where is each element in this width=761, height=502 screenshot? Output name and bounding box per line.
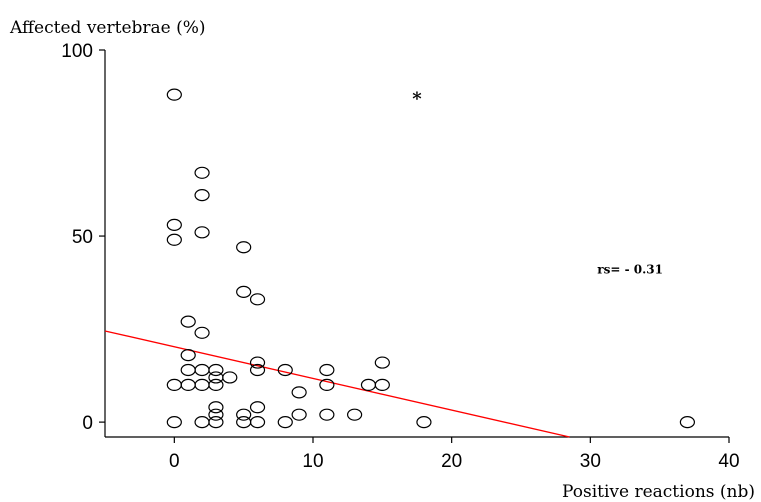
x-tick-label: 20 — [441, 451, 462, 472]
data-point — [208, 408, 224, 421]
data-point — [249, 416, 266, 429]
data-point — [249, 401, 266, 414]
data-point — [208, 378, 224, 392]
axes — [104, 50, 729, 438]
data-point — [347, 408, 363, 421]
data-point — [194, 166, 210, 179]
data-point — [291, 386, 307, 399]
x-tick-label: 30 — [580, 451, 601, 472]
data-point — [236, 416, 252, 429]
data-point — [374, 356, 390, 369]
data-points — [166, 88, 696, 429]
ticks: 0 10 20 30 40 0 50 100 — [61, 41, 739, 472]
data-point — [360, 378, 377, 392]
data-point — [319, 363, 335, 377]
y-tick-label: 50 — [72, 227, 93, 248]
data-point — [194, 378, 210, 392]
data-point — [180, 349, 196, 362]
x-axis-label: Positive reactions (nb) — [562, 482, 755, 502]
data-point — [416, 416, 432, 429]
regression-line-group — [104, 330, 570, 438]
data-point — [319, 408, 335, 421]
data-point — [166, 88, 182, 101]
data-point — [194, 189, 210, 202]
data-point — [208, 363, 224, 377]
y-tick-label: 100 — [61, 41, 93, 62]
data-point — [319, 378, 335, 392]
data-point — [277, 363, 293, 377]
data-point — [249, 356, 266, 369]
y-tick-label: 0 — [82, 413, 93, 434]
data-point — [180, 363, 196, 377]
data-point — [236, 285, 252, 298]
data-point — [277, 416, 293, 429]
x-tick-label: 40 — [718, 451, 739, 472]
data-point — [180, 378, 196, 392]
correlation-annotation: rs= - 0.31 — [597, 263, 663, 277]
data-point — [236, 241, 252, 254]
data-point — [166, 233, 182, 246]
data-point — [194, 363, 210, 377]
data-point — [166, 378, 182, 392]
data-point — [180, 315, 196, 328]
y-axis-label: Affected vertebrae (%) — [9, 18, 206, 38]
data-point — [679, 416, 696, 429]
data-point — [236, 408, 252, 421]
regression-line — [104, 330, 570, 438]
data-point — [194, 226, 210, 239]
data-point — [374, 378, 390, 392]
data-point — [208, 416, 224, 429]
annotations: * rs= - 0.31 — [412, 89, 663, 277]
x-tick-label: 10 — [302, 451, 323, 472]
outlier-marker: * — [412, 89, 422, 110]
data-point — [194, 416, 210, 429]
x-tick-label: 0 — [169, 451, 180, 472]
data-point — [249, 363, 266, 377]
data-point — [249, 293, 266, 306]
data-point — [166, 218, 182, 231]
data-point — [291, 408, 307, 421]
data-point — [222, 371, 238, 384]
data-point — [208, 401, 224, 414]
data-point — [194, 326, 210, 339]
data-point — [166, 416, 182, 429]
